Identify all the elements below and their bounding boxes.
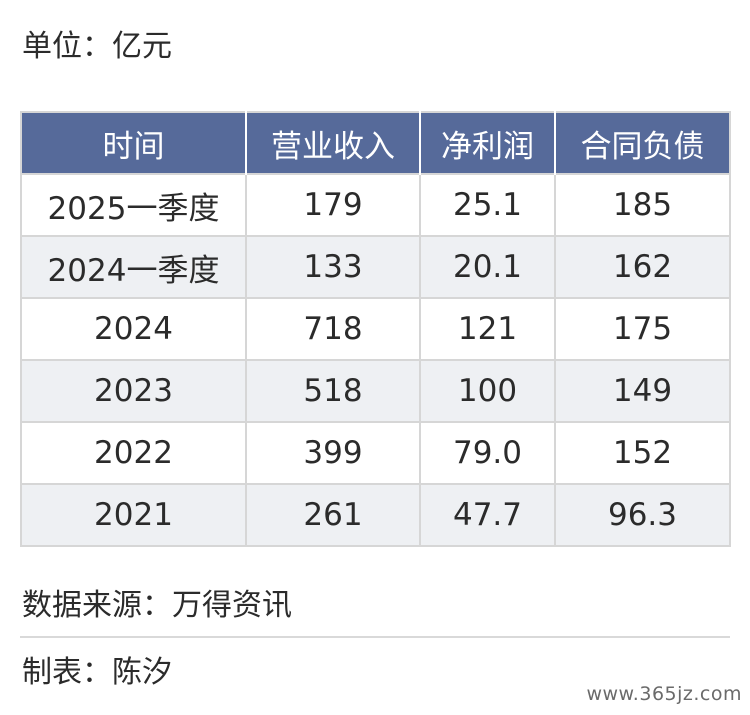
cell-contract-liabilities: 175 <box>555 297 730 360</box>
cell-contract-liabilities: 152 <box>555 421 730 484</box>
header-time: 时间 <box>21 112 247 174</box>
header-contract-liabilities: 合同负债 <box>555 112 730 174</box>
cell-net-profit: 20.1 <box>420 235 556 298</box>
cell-revenue: 399 <box>246 421 421 484</box>
table-row: 2023 518 100 149 <box>21 359 730 422</box>
cell-net-profit: 25.1 <box>420 173 556 236</box>
table-header-row: 时间 营业收入 净利润 合同负债 <box>21 112 730 174</box>
header-net-profit: 净利润 <box>420 112 556 174</box>
cell-net-profit: 47.7 <box>420 483 556 546</box>
header-revenue: 营业收入 <box>246 112 421 174</box>
cell-time: 2024一季度 <box>21 235 247 298</box>
cell-time: 2021 <box>21 483 247 546</box>
cell-time: 2025一季度 <box>21 173 247 236</box>
table-row: 2021 261 47.7 96.3 <box>21 483 730 546</box>
cell-revenue: 179 <box>246 173 421 236</box>
divider <box>20 636 730 638</box>
unit-label: 单位：亿元 <box>22 29 172 64</box>
cell-net-profit: 121 <box>420 297 556 360</box>
watermark: www.365jz.com <box>586 683 742 705</box>
cell-net-profit: 100 <box>420 359 556 422</box>
cell-net-profit: 79.0 <box>420 421 556 484</box>
cell-time: 2022 <box>21 421 247 484</box>
data-source: 数据来源：万得资讯 <box>22 588 292 623</box>
table-row: 2024 718 121 175 <box>21 297 730 360</box>
cell-time: 2024 <box>21 297 247 360</box>
cell-revenue: 133 <box>246 235 421 298</box>
cell-revenue: 718 <box>246 297 421 360</box>
table-row: 2022 399 79.0 152 <box>21 421 730 484</box>
cell-contract-liabilities: 96.3 <box>555 483 730 546</box>
financial-table: 时间 营业收入 净利润 合同负债 2025一季度 179 25.1 185 20… <box>20 111 731 547</box>
table-row: 2025一季度 179 25.1 185 <box>21 173 730 236</box>
cell-contract-liabilities: 185 <box>555 173 730 236</box>
cell-revenue: 518 <box>246 359 421 422</box>
cell-contract-liabilities: 149 <box>555 359 730 422</box>
table-row: 2024一季度 133 20.1 162 <box>21 235 730 298</box>
cell-time: 2023 <box>21 359 247 422</box>
table-author: 制表：陈汐 <box>22 655 172 690</box>
cell-revenue: 261 <box>246 483 421 546</box>
cell-contract-liabilities: 162 <box>555 235 730 298</box>
